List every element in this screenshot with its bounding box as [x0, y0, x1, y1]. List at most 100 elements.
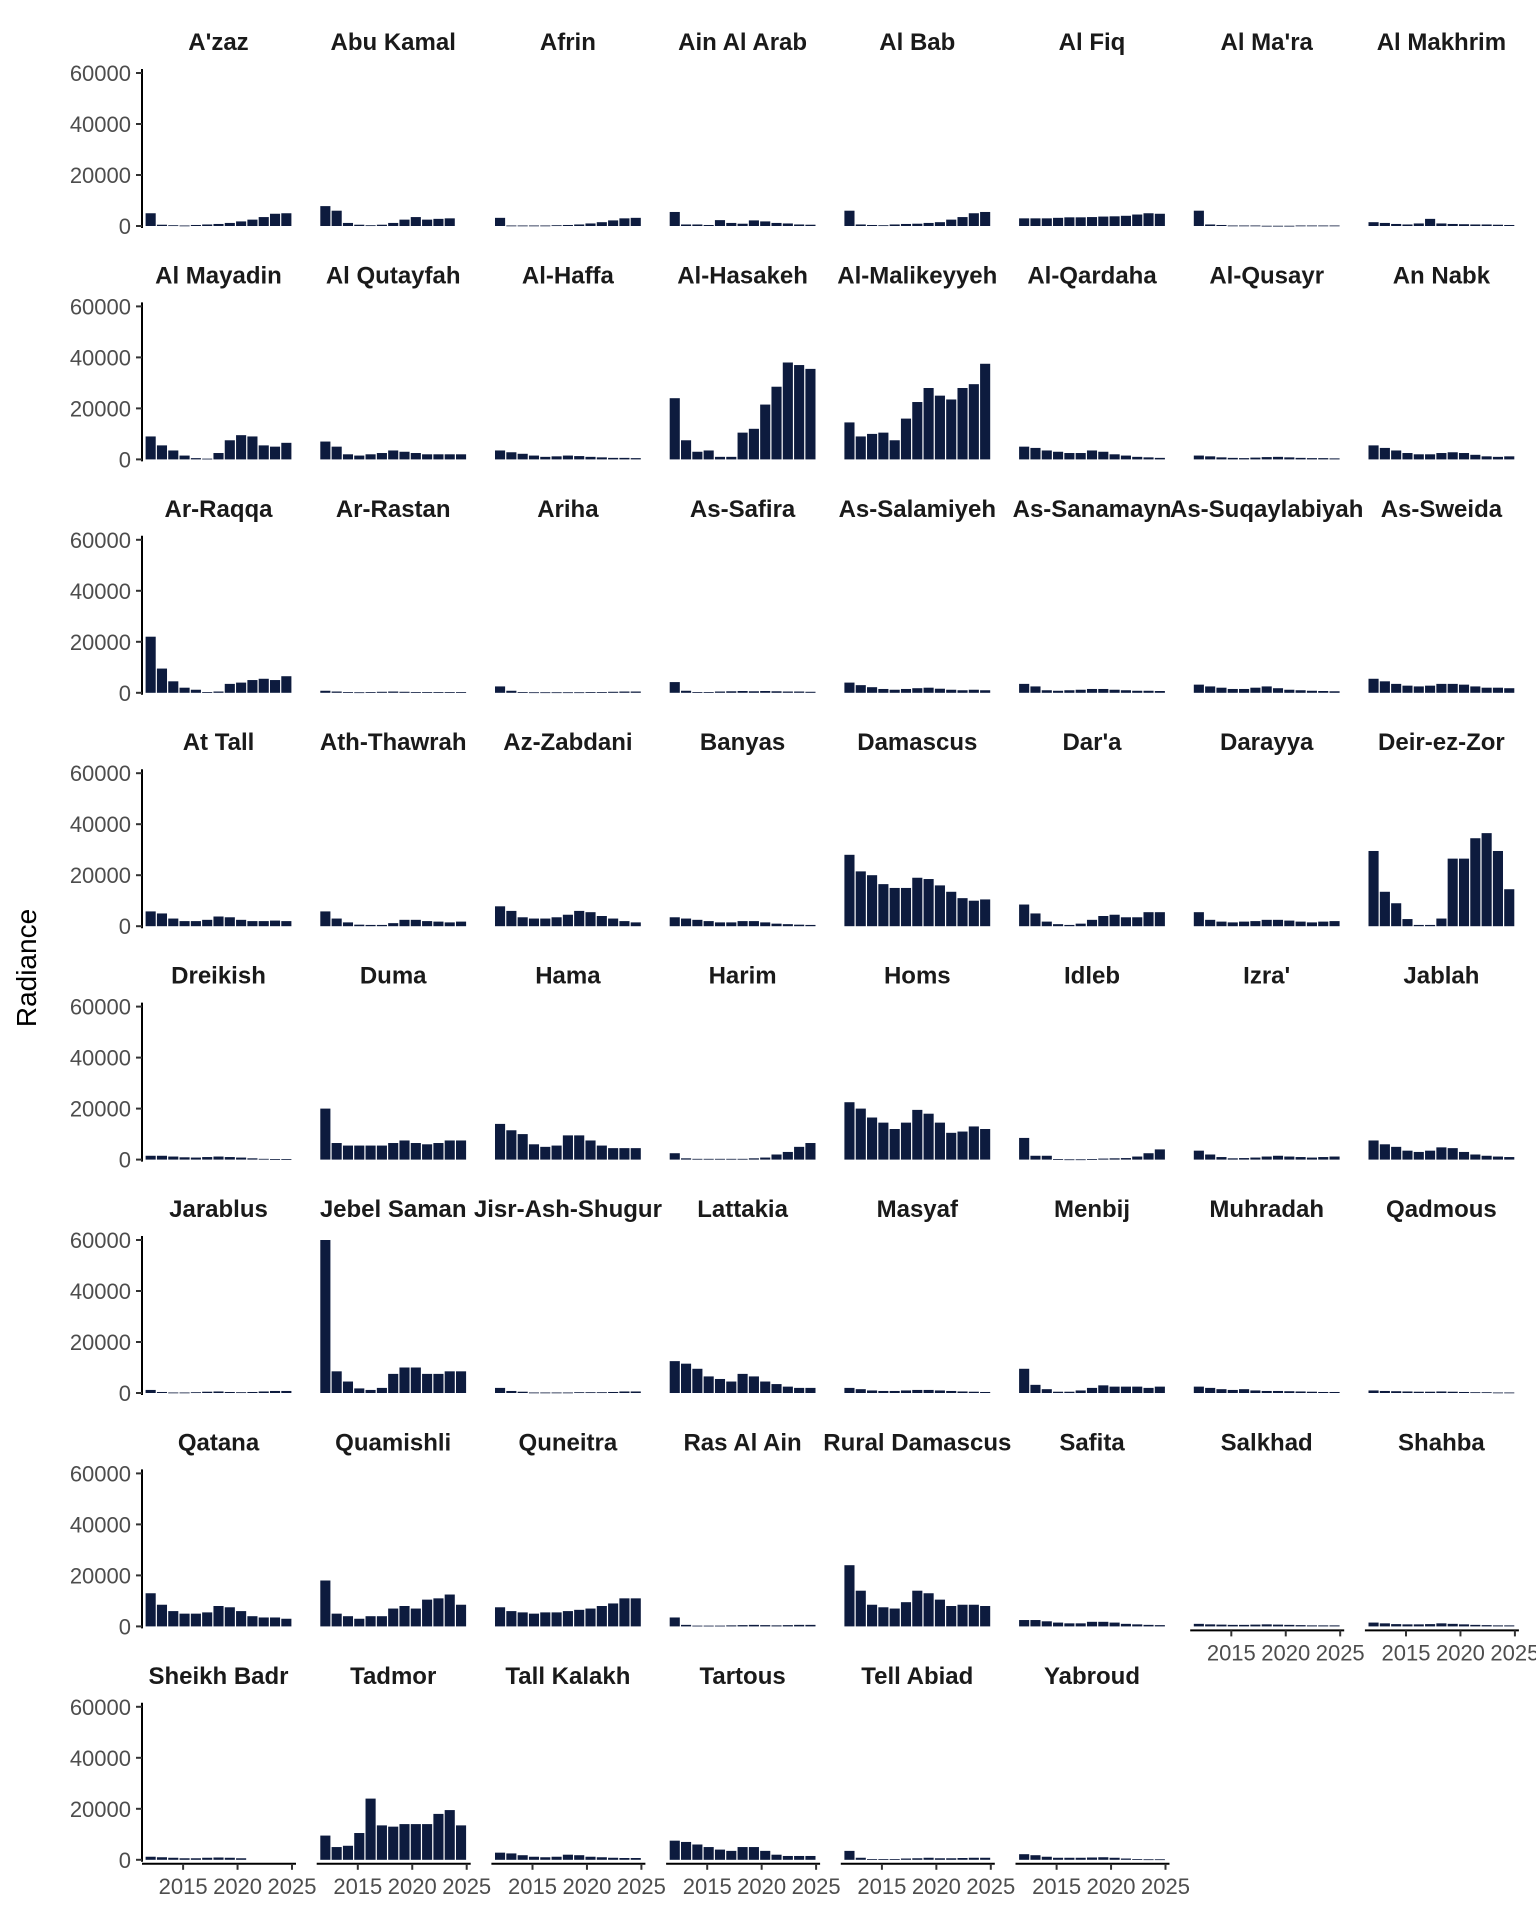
bar: [946, 891, 957, 927]
bar: [782, 1625, 793, 1627]
panel-title: Ras Al Ain: [683, 1429, 801, 1456]
bar: [878, 1122, 889, 1160]
bar: [399, 691, 410, 693]
bar: [889, 224, 900, 226]
bar: [855, 436, 866, 460]
panels: A'zaz 0 20000 40000 60000 Abu Kamal Afrin Ain A…: [70, 29, 1536, 1899]
bar: [737, 223, 748, 226]
facet-panel: As-Suqaylabiyah: [1170, 496, 1363, 693]
facet-panel: Muhradah: [1193, 1196, 1340, 1394]
facet-panel: Al Ma'ra: [1193, 29, 1340, 227]
x-tick-label: 2015: [508, 1874, 557, 1899]
facet-panel: Al-Qusayr: [1193, 262, 1340, 460]
bar: [1492, 1156, 1503, 1160]
bar: [517, 1134, 528, 1160]
y-tick-label: 20000: [70, 396, 131, 421]
bar: [1041, 1621, 1052, 1627]
bar: [247, 1616, 258, 1627]
bar: [980, 211, 991, 226]
bar: [669, 211, 680, 226]
bar: [934, 1390, 945, 1393]
bar: [376, 691, 387, 693]
bar: [714, 1849, 726, 1860]
panel-title: Tell Abiad: [861, 1663, 973, 1690]
bar: [714, 1378, 726, 1393]
bar: [1030, 913, 1041, 927]
bar: [528, 918, 540, 927]
bar: [1368, 445, 1379, 460]
bar: [630, 458, 641, 460]
bar: [714, 220, 726, 226]
bar: [878, 1607, 889, 1627]
bar: [844, 1102, 855, 1160]
bar: [574, 456, 585, 460]
bar: [422, 454, 433, 460]
bar: [236, 221, 247, 226]
bar: [1075, 453, 1086, 460]
bar: [1402, 1391, 1413, 1393]
x-tick-label: 2020: [1436, 1640, 1485, 1665]
x-tick-label: 2015: [1382, 1640, 1431, 1665]
bar: [517, 917, 528, 927]
facet-panel: Az-Zabdani: [495, 729, 641, 927]
bar: [1041, 1389, 1052, 1393]
bar: [1391, 1146, 1402, 1160]
x-tick-label: 2025: [1490, 1640, 1536, 1665]
bar: [1481, 224, 1492, 226]
bar: [619, 1858, 630, 1860]
bar: [1109, 1857, 1120, 1860]
bar: [331, 691, 342, 693]
bar: [213, 453, 224, 460]
bar: [1053, 924, 1064, 927]
bar: [399, 219, 410, 227]
facet-panel: Tadmor 2015 2020 2025: [316, 1663, 491, 1899]
bar: [145, 636, 156, 693]
bar: [703, 692, 714, 693]
bar: [247, 1158, 258, 1160]
bar: [1019, 683, 1030, 693]
facet-panel: Safita: [1019, 1429, 1165, 1627]
bar: [1413, 223, 1424, 226]
bar: [1425, 1624, 1436, 1627]
bar: [258, 1391, 269, 1393]
panel-title: Idleb: [1064, 963, 1120, 990]
bar: [342, 922, 354, 927]
bar: [771, 222, 782, 226]
bar: [213, 1606, 224, 1627]
bar: [1492, 1392, 1503, 1394]
bar: [354, 1618, 365, 1627]
bar: [247, 1391, 258, 1393]
bar: [1425, 1391, 1436, 1393]
bar: [1447, 1623, 1458, 1627]
bar: [574, 1135, 585, 1160]
x-tick-label: 2025: [617, 1874, 666, 1899]
bar: [1019, 1854, 1030, 1860]
bar: [692, 1625, 703, 1627]
bar: [585, 692, 596, 693]
bar: [1098, 916, 1109, 927]
panel-title: Izra': [1243, 963, 1290, 990]
bar: [540, 456, 551, 460]
bar: [247, 436, 258, 460]
bar: [844, 1850, 855, 1860]
bar: [528, 1613, 540, 1627]
bar: [1053, 451, 1064, 460]
bar: [1132, 214, 1143, 226]
bar: [506, 1390, 517, 1393]
bar: [1109, 689, 1120, 693]
bar: [1295, 457, 1306, 460]
bar: [805, 1624, 816, 1627]
bar: [760, 691, 771, 693]
bar: [946, 1390, 957, 1393]
bar: [1109, 1158, 1120, 1160]
bar: [1250, 1390, 1261, 1393]
bar: [1120, 1158, 1131, 1160]
bar: [156, 1857, 168, 1860]
bar: [444, 454, 455, 460]
bar: [714, 456, 726, 460]
bar: [726, 1158, 737, 1160]
bar: [376, 453, 387, 460]
facet-panel: Deir-ez-Zor: [1368, 729, 1515, 927]
bar: [980, 690, 991, 693]
bar: [1481, 1392, 1492, 1394]
